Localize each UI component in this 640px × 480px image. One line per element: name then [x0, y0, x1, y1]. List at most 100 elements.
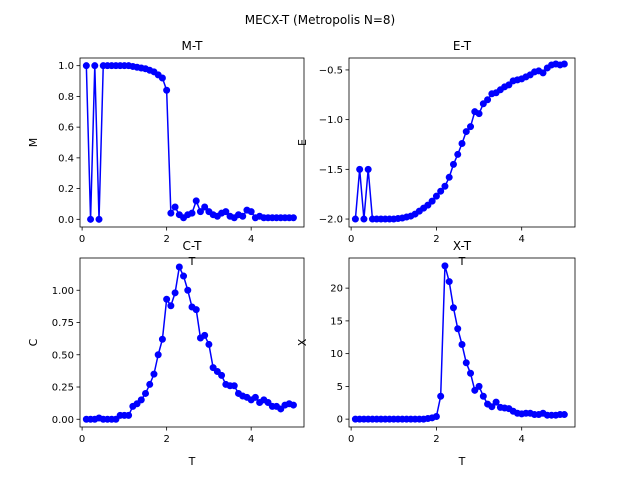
- data-point-e-t: [432, 192, 440, 200]
- x-tick-label-m-t: 2: [163, 234, 169, 245]
- y-tick-label-m-t: 0.2: [58, 184, 74, 195]
- data-point-e-t: [441, 182, 449, 190]
- data-point-x-t: [437, 392, 445, 400]
- data-point-m-t: [171, 203, 179, 211]
- data-point-c-t: [133, 400, 141, 408]
- data-point-c-t: [142, 389, 150, 397]
- y-tick-label-m-t: 0.6: [58, 123, 74, 134]
- x-axis-label-m-t: T: [188, 255, 196, 268]
- data-point-x-t: [432, 413, 440, 421]
- data-point-c-t: [167, 302, 175, 310]
- data-point-c-t: [201, 331, 209, 339]
- x-tick-label-m-t: 4: [248, 234, 254, 245]
- series-line-m-t: [85, 64, 294, 221]
- data-point-c-t: [125, 411, 133, 419]
- data-point-e-t: [356, 165, 364, 173]
- data-point-x-t: [449, 304, 457, 312]
- data-point-x-t: [467, 369, 475, 377]
- y-tick-label-e-t: −1.5: [319, 165, 343, 176]
- y-tick-label-e-t: −2.0: [319, 215, 343, 226]
- x-tick-label-e-t: 0: [348, 234, 354, 245]
- x-tick-label-e-t: 2: [433, 234, 439, 245]
- x-tick-label-x-t: 4: [519, 434, 525, 445]
- data-point-e-t: [462, 128, 470, 136]
- x-tick-label-x-t: 2: [433, 434, 439, 445]
- data-point-e-t: [458, 139, 466, 147]
- figure-title: MECX-T (Metropolis N=8): [245, 13, 396, 27]
- data-point-e-t: [560, 60, 568, 68]
- axes-frame-m-t: [79, 57, 305, 228]
- data-point-c-t: [277, 405, 285, 413]
- x-tick-label-e-t: 4: [519, 234, 525, 245]
- data-point-e-t: [484, 96, 492, 104]
- y-tick-label-x-t: 10: [330, 349, 343, 360]
- chart-title-x-t: X-T: [453, 239, 472, 253]
- data-point-c-t: [264, 398, 272, 406]
- data-point-x-t: [462, 359, 470, 367]
- data-point-c-t: [171, 289, 179, 297]
- axes-frame-x-t: [348, 257, 576, 428]
- data-point-m-t: [167, 209, 175, 217]
- data-point-c-t: [137, 396, 145, 404]
- data-point-m-t: [196, 208, 204, 216]
- chart-title-m-t: M-T: [182, 39, 204, 53]
- x-tick-label-c-t: 2: [163, 434, 169, 445]
- data-point-e-t: [437, 187, 445, 195]
- data-point-e-t: [505, 81, 513, 89]
- data-point-x-t: [445, 278, 453, 286]
- x-tick-label-c-t: 0: [79, 434, 85, 445]
- y-tick-label-m-t: 0.4: [58, 153, 74, 164]
- data-point-e-t: [351, 215, 359, 223]
- data-point-c-t: [112, 415, 120, 423]
- data-point-e-t: [449, 160, 457, 168]
- data-point-x-t: [454, 325, 462, 333]
- data-point-e-t: [475, 110, 483, 118]
- chart-title-e-t: E-T: [453, 39, 472, 53]
- subplot-x-t: X-T 0 2 4 0 5 10 15 20 T X: [296, 239, 576, 468]
- data-point-m-t: [188, 209, 196, 217]
- y-tick-label-x-t: 0: [337, 415, 343, 426]
- data-point-c-t: [289, 401, 297, 409]
- data-point-c-t: [209, 364, 217, 372]
- data-point-x-t: [479, 392, 487, 400]
- data-point-m-t: [239, 212, 247, 220]
- data-point-x-t: [560, 411, 568, 419]
- x-tick-label-m-t: 0: [79, 234, 85, 245]
- y-axis-label-e-t: E: [296, 139, 309, 146]
- data-point-e-t: [445, 173, 453, 181]
- data-point-e-t: [467, 123, 475, 131]
- data-point-c-t: [163, 295, 171, 303]
- y-tick-label-m-t: 1.0: [58, 61, 74, 72]
- data-point-c-t: [205, 340, 213, 348]
- data-point-c-t: [184, 286, 192, 294]
- x-tick-label-x-t: 0: [348, 434, 354, 445]
- data-point-c-t: [150, 370, 158, 378]
- data-point-m-t: [158, 74, 166, 82]
- data-point-x-t: [471, 386, 479, 394]
- x-axis-label-c-t: T: [188, 455, 196, 468]
- data-point-c-t: [146, 380, 154, 388]
- y-tick-label-e-t: −1.0: [319, 115, 343, 126]
- y-axis-label-c-t: C: [27, 338, 40, 346]
- y-tick-label-c-t: 0.00: [52, 415, 74, 426]
- data-point-c-t: [175, 263, 183, 271]
- data-point-e-t: [479, 100, 487, 108]
- data-point-m-t: [95, 215, 103, 223]
- x-axis-label-x-t: T: [458, 455, 466, 468]
- data-point-e-t: [454, 150, 462, 158]
- y-tick-label-m-t: 0.8: [58, 92, 74, 103]
- chart-title-c-t: C-T: [183, 239, 203, 253]
- data-point-m-t: [82, 62, 90, 70]
- y-tick-label-c-t: 0.50: [52, 350, 74, 361]
- data-point-e-t: [360, 215, 368, 223]
- data-point-m-t: [247, 208, 255, 216]
- data-point-m-t: [289, 214, 297, 222]
- y-tick-label-c-t: 0.25: [52, 383, 74, 394]
- data-point-m-t: [201, 203, 209, 211]
- y-tick-label-m-t: 0.0: [58, 215, 74, 226]
- y-tick-label-e-t: −0.5: [319, 65, 343, 76]
- data-point-c-t: [158, 335, 166, 343]
- data-point-x-t: [458, 340, 466, 348]
- data-point-x-t: [475, 382, 483, 390]
- data-point-c-t: [230, 382, 238, 390]
